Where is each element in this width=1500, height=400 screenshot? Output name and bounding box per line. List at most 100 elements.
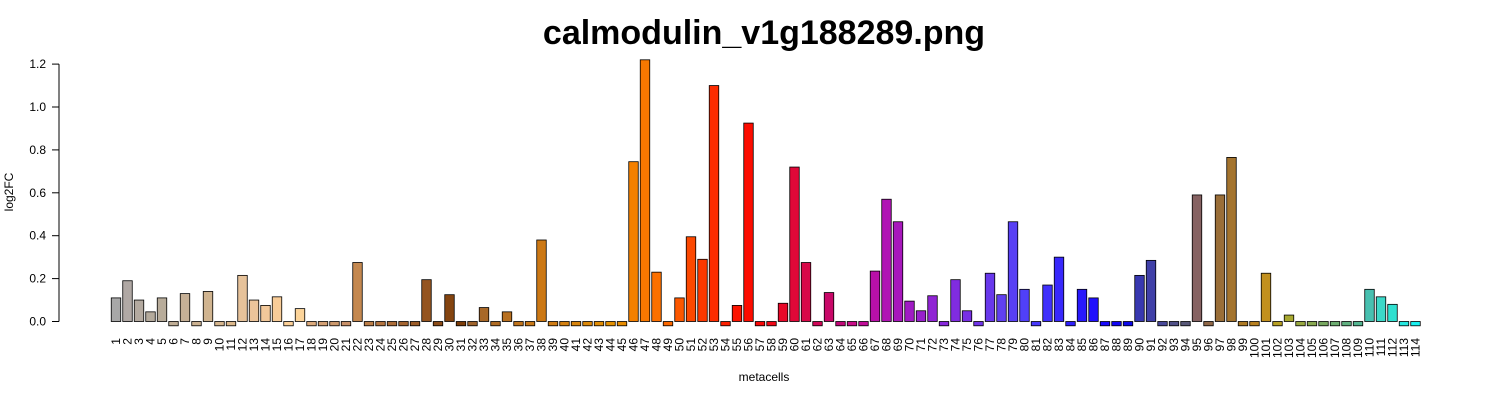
bar-metacell-75 bbox=[961, 310, 973, 322]
x-tick-label: 19 bbox=[316, 338, 330, 352]
y-tick-label: 0.2 bbox=[29, 272, 46, 286]
x-tick-label: 112 bbox=[1386, 338, 1400, 357]
x-tick-label: 78 bbox=[995, 338, 1009, 352]
bar-metacell-29 bbox=[432, 321, 444, 327]
x-tick-label: 45 bbox=[615, 338, 629, 352]
x-tick-label: 60 bbox=[788, 338, 802, 352]
x-tick-label: 51 bbox=[684, 338, 698, 352]
x-axis-label: metacells bbox=[739, 370, 790, 384]
x-tick-label: 36 bbox=[512, 338, 526, 352]
bar-metacell-109 bbox=[1352, 321, 1364, 327]
x-tick-label: 76 bbox=[972, 338, 986, 352]
bar-metacell-72 bbox=[927, 295, 938, 322]
x-tick-label: 1 bbox=[109, 338, 123, 345]
bar-metacell-80 bbox=[1019, 288, 1030, 322]
x-tick-label: 59 bbox=[776, 338, 790, 352]
bar-metacell-104 bbox=[1295, 321, 1306, 327]
bar-metacell-37 bbox=[524, 321, 536, 327]
bar-metacell-50 bbox=[674, 297, 685, 322]
bar-metacell-14 bbox=[260, 305, 271, 322]
bar-metacell-73 bbox=[938, 321, 950, 327]
x-tick-label: 57 bbox=[753, 338, 767, 352]
bar-metacell-4 bbox=[145, 311, 156, 322]
bar-metacell-69 bbox=[892, 221, 904, 322]
bar-metacell-12 bbox=[237, 274, 248, 322]
y-tick-label: 0.4 bbox=[29, 229, 46, 243]
bar-metacell-56 bbox=[743, 122, 754, 322]
bar-metacell-113 bbox=[1398, 321, 1410, 327]
bar-metacell-44 bbox=[605, 321, 616, 327]
x-tick-label: 70 bbox=[903, 338, 917, 352]
x-tick-label: 4 bbox=[144, 338, 158, 345]
bars-group bbox=[110, 59, 1421, 327]
bar-metacell-79 bbox=[1007, 221, 1019, 322]
x-tick-label: 42 bbox=[581, 338, 595, 352]
x-tick-label: 10 bbox=[213, 338, 227, 352]
bar-metacell-23 bbox=[363, 321, 375, 327]
bar-metacell-74 bbox=[950, 279, 961, 322]
bar-metacell-21 bbox=[340, 321, 352, 327]
bar-metacell-48 bbox=[651, 271, 662, 322]
x-tick-label: 33 bbox=[477, 338, 491, 352]
bar-metacell-8 bbox=[191, 321, 202, 327]
bar-metacell-101 bbox=[1260, 272, 1272, 322]
x-tick-label: 75 bbox=[960, 338, 974, 352]
bar-metacell-65 bbox=[846, 321, 858, 327]
bar-metacell-99 bbox=[1237, 321, 1249, 327]
x-tick-label: 110 bbox=[1363, 338, 1377, 357]
x-tick-label: 67 bbox=[868, 338, 882, 352]
x-tick-label: 12 bbox=[236, 338, 250, 352]
bar-metacell-30 bbox=[444, 294, 455, 322]
x-tick-label: 81 bbox=[1029, 338, 1043, 352]
bar-metacell-107 bbox=[1329, 321, 1341, 327]
bar-metacell-78 bbox=[996, 294, 1007, 322]
bar-metacell-53 bbox=[708, 85, 720, 322]
bar-metacell-28 bbox=[421, 279, 432, 322]
x-tick-label: 93 bbox=[1167, 338, 1181, 352]
bar-metacell-58 bbox=[766, 321, 777, 327]
bar-metacell-88 bbox=[1111, 321, 1122, 327]
x-tick-label: 69 bbox=[891, 338, 905, 352]
x-tick-label: 48 bbox=[650, 338, 664, 352]
bar-metacell-87 bbox=[1099, 321, 1111, 327]
x-tick-label: 23 bbox=[362, 338, 376, 352]
x-tick-label: 40 bbox=[558, 338, 572, 352]
bar-metacell-108 bbox=[1341, 321, 1352, 327]
x-tick-label: 63 bbox=[822, 338, 836, 352]
x-tick-label: 15 bbox=[270, 338, 284, 352]
bar-metacell-7 bbox=[179, 293, 191, 322]
bar-metacell-96 bbox=[1203, 321, 1214, 327]
x-tick-label: 72 bbox=[926, 338, 940, 352]
x-tick-label: 30 bbox=[443, 338, 457, 352]
bar-metacell-52 bbox=[697, 258, 708, 322]
x-tick-label: 73 bbox=[937, 338, 951, 352]
bar-metacell-3 bbox=[133, 299, 145, 322]
x-tick-label: 100 bbox=[1248, 338, 1262, 358]
bar-metacell-62 bbox=[812, 321, 823, 327]
bar-metacell-85 bbox=[1076, 288, 1088, 322]
x-tick-label: 92 bbox=[1156, 338, 1170, 352]
x-tick-label: 56 bbox=[742, 338, 756, 352]
x-tick-label: 21 bbox=[339, 338, 353, 352]
bar-metacell-76 bbox=[973, 321, 984, 327]
bar-metacell-95 bbox=[1191, 194, 1203, 322]
x-tick-label: 29 bbox=[431, 338, 445, 352]
x-tick-label: 44 bbox=[604, 338, 618, 352]
x-tick-label: 37 bbox=[523, 338, 537, 352]
bar-metacell-51 bbox=[685, 236, 697, 322]
x-tick-label: 68 bbox=[880, 338, 894, 352]
x-tick-label: 109 bbox=[1351, 338, 1365, 358]
x-tick-label: 25 bbox=[385, 338, 399, 352]
bar-metacell-77 bbox=[984, 272, 996, 322]
x-tick-label: 99 bbox=[1236, 338, 1250, 352]
bar-metacell-43 bbox=[593, 321, 605, 327]
bar-metacell-94 bbox=[1180, 321, 1191, 327]
bar-metacell-66 bbox=[858, 321, 869, 327]
x-tick-label: 102 bbox=[1271, 338, 1285, 358]
x-tick-label: 35 bbox=[500, 338, 514, 352]
x-tick-label: 80 bbox=[1018, 338, 1032, 352]
x-tick-label: 64 bbox=[834, 338, 848, 352]
bar-metacell-32 bbox=[467, 321, 478, 327]
x-tick-label: 58 bbox=[765, 338, 779, 352]
